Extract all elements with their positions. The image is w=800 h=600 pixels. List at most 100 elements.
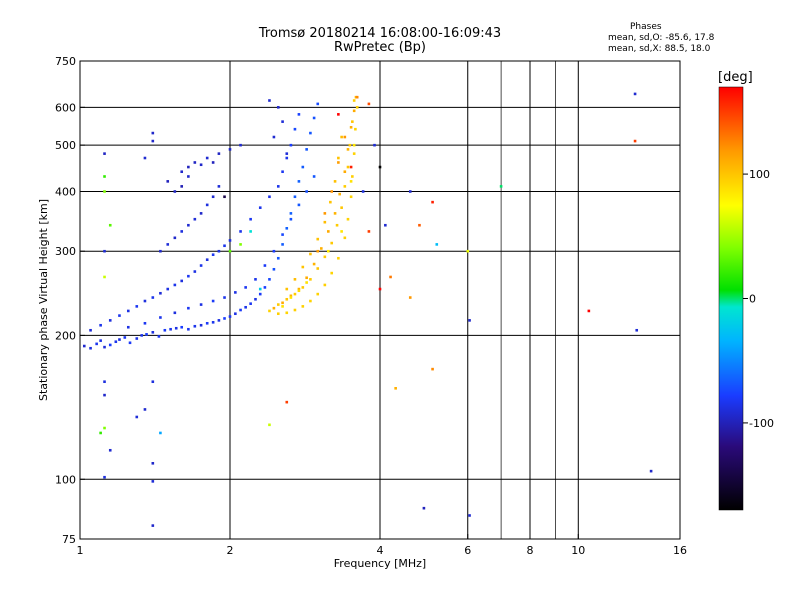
data-point-O (301, 165, 305, 169)
data-point-O (361, 190, 365, 193)
data-point-X (327, 249, 330, 253)
data-point-O (143, 299, 147, 303)
data-point-O (268, 195, 271, 199)
data-point-X (352, 143, 356, 147)
data-point-X (340, 206, 343, 209)
data-point-X (337, 256, 340, 260)
data-point-O (169, 327, 172, 331)
data-point-X (305, 276, 308, 280)
data-point-noise (103, 275, 106, 279)
data-point-O (187, 165, 190, 169)
data-point-O (276, 106, 280, 109)
data-point-O (649, 469, 653, 473)
data-point-X (346, 165, 350, 169)
data-point-X (312, 262, 316, 266)
data-point-O (422, 506, 426, 510)
scatter-points (82, 92, 653, 527)
data-point-O (297, 180, 301, 183)
data-point-noise (249, 230, 252, 233)
data-point-O (166, 180, 170, 183)
data-point-X (316, 237, 320, 241)
colorbar-tick-label: 100 (749, 168, 770, 181)
data-point-X (293, 292, 297, 296)
data-point-O (135, 305, 139, 308)
data-point-O (103, 393, 106, 397)
data-point-O (268, 99, 271, 102)
data-point-noise (378, 165, 382, 169)
data-point-X (316, 292, 320, 296)
data-point-X (309, 278, 312, 281)
data-point-noise (99, 431, 102, 435)
data-point-O (239, 230, 242, 233)
data-point-O (263, 286, 267, 289)
data-point-X (301, 265, 305, 269)
data-point-O (103, 345, 106, 349)
data-point-O (143, 408, 147, 411)
data-point-O (293, 127, 297, 131)
data-point-O (123, 336, 127, 339)
data-point-noise (435, 243, 439, 246)
data-point-O (281, 170, 284, 174)
data-point-O (103, 249, 106, 253)
data-point-O (166, 287, 170, 291)
data-point-X (316, 267, 320, 270)
data-point-X (285, 297, 289, 301)
chart-subtitle: RwPretec (Bp) (333, 40, 427, 55)
data-point-O (244, 305, 247, 309)
data-point-X (301, 286, 305, 289)
data-point-X (316, 249, 320, 253)
data-point-O (272, 135, 276, 139)
data-point-O (223, 317, 226, 320)
data-point-O (312, 116, 316, 120)
data-point-noise (499, 185, 503, 188)
data-point-noise (103, 426, 106, 430)
data-point-O (193, 270, 197, 273)
data-point-O (173, 311, 177, 315)
data-point-O (244, 286, 247, 289)
data-point-noise (337, 113, 340, 116)
data-point-X (301, 305, 305, 308)
y-tick-label: 500 (55, 139, 76, 152)
data-point-O (305, 190, 308, 193)
data-point-noise (239, 243, 242, 246)
x-tick-label: 2 (227, 544, 234, 557)
data-point-O (384, 223, 387, 227)
data-point-noise (349, 165, 353, 169)
data-point-O (199, 264, 203, 267)
data-point-O (166, 243, 170, 246)
data-point-X (343, 170, 347, 174)
data-point-O (151, 296, 155, 299)
colorbar (718, 86, 744, 511)
data-point-O (211, 321, 215, 324)
data-point-O (114, 340, 118, 344)
data-point-noise (228, 249, 232, 253)
data-point-X (349, 125, 353, 129)
data-point-O (108, 343, 112, 347)
data-point-O (89, 346, 92, 350)
phases-x-mode-stats: mean, sd,X: 88.5, 18.0 (608, 44, 711, 54)
data-point-O (82, 344, 86, 348)
data-point-X (338, 192, 341, 196)
data-point-noise (159, 431, 162, 435)
data-point-O (151, 330, 155, 334)
data-point-O (289, 217, 293, 221)
y-tick-label: 200 (55, 329, 76, 342)
data-point-X (323, 220, 327, 224)
data-point-O (234, 291, 237, 294)
grid (80, 61, 680, 539)
data-point-noise (431, 200, 434, 204)
data-point-O (217, 249, 221, 253)
data-point-O (272, 249, 276, 253)
data-point-X (343, 135, 347, 139)
data-point-O (151, 380, 155, 384)
data-point-X (333, 180, 337, 183)
data-point-O (95, 342, 98, 346)
data-point-X (320, 247, 323, 250)
data-point-X (351, 120, 354, 123)
data-point-X (335, 223, 339, 227)
data-point-O (254, 297, 257, 301)
data-point-O (217, 319, 221, 322)
phases-o-mode-stats: mean, sd,O: -85.6, 17.8 (608, 33, 715, 43)
data-point-O (205, 258, 209, 261)
data-point-O (99, 339, 102, 342)
